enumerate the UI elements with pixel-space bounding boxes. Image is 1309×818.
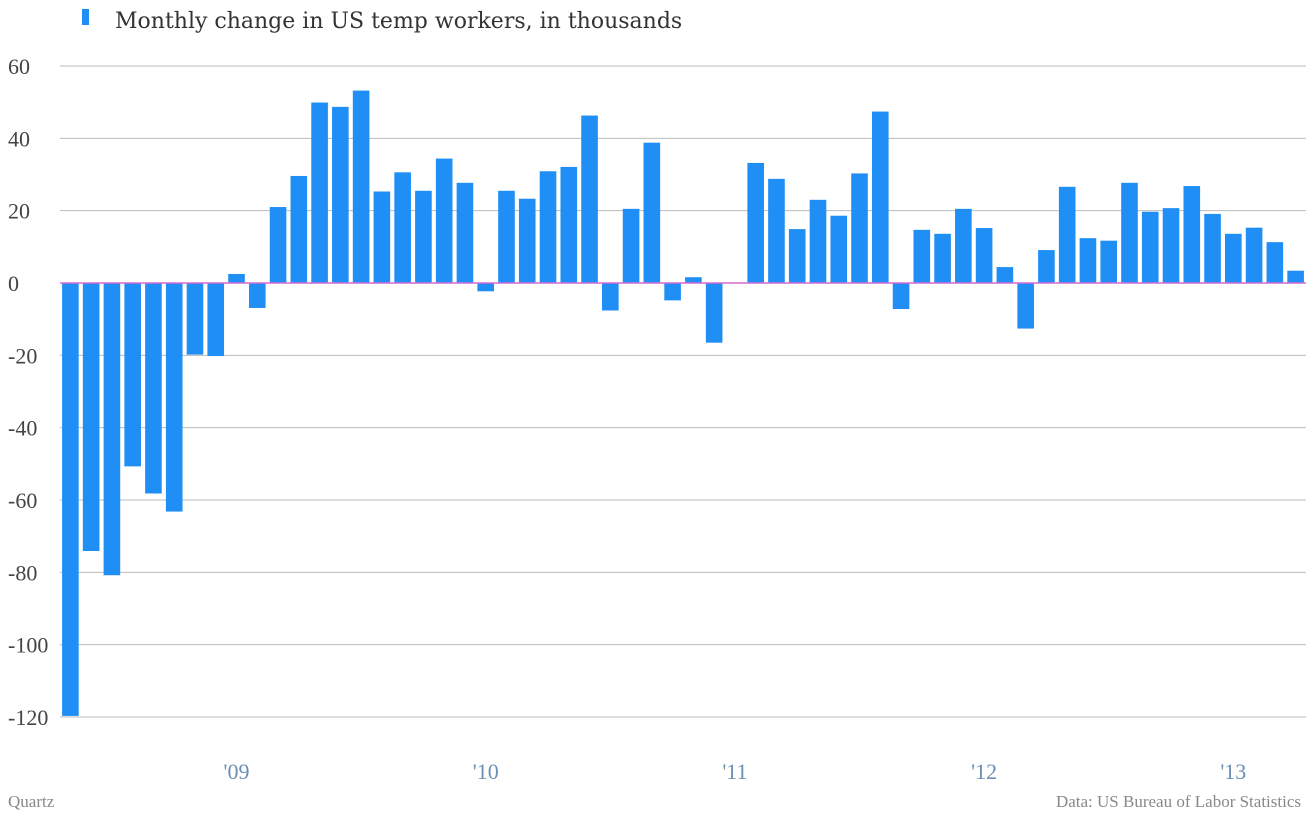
- bar: [1245, 227, 1263, 283]
- bar: [975, 228, 993, 283]
- grid-lines: [60, 65, 1306, 718]
- footer-credit: Quartz: [8, 792, 55, 811]
- bar: [415, 190, 432, 283]
- bar: [165, 283, 183, 512]
- y-tick-label: -40: [8, 416, 37, 441]
- legend-label: Monthly change in US temp workers, in th…: [115, 8, 683, 34]
- x-tick-label: '12: [971, 759, 997, 784]
- bar: [456, 182, 474, 283]
- bar: [913, 229, 931, 283]
- x-tick-label: '10: [473, 759, 499, 784]
- bar: [62, 283, 79, 716]
- x-axis-ticks: '09 '10 '11 '12 '13: [224, 759, 1247, 784]
- bar: [1162, 208, 1180, 283]
- y-tick-label: 60: [8, 54, 30, 79]
- bar: [643, 142, 661, 283]
- y-tick-label: 40: [8, 126, 30, 151]
- bar: [705, 283, 723, 343]
- bar: [394, 172, 411, 283]
- bar: [518, 198, 536, 283]
- bar: [622, 208, 640, 283]
- bar: [373, 191, 391, 283]
- bar: [539, 171, 557, 283]
- bar: [145, 283, 162, 494]
- bar: [207, 283, 225, 357]
- y-tick-label: 20: [8, 199, 30, 224]
- y-tick-label: -100: [8, 633, 48, 658]
- x-tick-label: '13: [1220, 759, 1246, 784]
- legend-swatch-icon: [82, 9, 89, 25]
- bar: [560, 166, 578, 283]
- bar: [581, 115, 598, 283]
- bar: [851, 173, 868, 283]
- y-tick-label: -80: [8, 560, 37, 585]
- bar: [332, 106, 349, 284]
- bar: [788, 229, 806, 283]
- bar: [1287, 270, 1304, 283]
- bar: [1266, 242, 1284, 283]
- x-tick-label: '11: [722, 759, 747, 784]
- bar: [498, 190, 515, 283]
- bar: [768, 178, 785, 283]
- y-tick-label: 0: [8, 271, 19, 296]
- bar: [664, 283, 681, 301]
- bar: [1038, 250, 1055, 283]
- bar: [685, 277, 702, 283]
- bar: [1058, 186, 1076, 283]
- bar: [82, 283, 100, 551]
- bar: [934, 233, 951, 283]
- bar: [996, 267, 1014, 283]
- bar: [1121, 182, 1138, 283]
- bar: [602, 283, 619, 311]
- y-tick-label: -120: [8, 705, 48, 730]
- bar: [1079, 238, 1097, 283]
- y-tick-label: -20: [8, 343, 37, 368]
- bar: [311, 102, 328, 283]
- bar: [186, 283, 204, 355]
- bar: [1204, 213, 1221, 283]
- bar: [290, 175, 308, 283]
- legend: Monthly change in US temp workers, in th…: [82, 6, 682, 36]
- bar: [955, 208, 972, 283]
- bar: [477, 283, 495, 292]
- bar: [124, 283, 141, 467]
- footer-source: Data: US Bureau of Labor Statistics: [1055, 792, 1301, 811]
- bar: [1017, 283, 1034, 329]
- bar: [103, 283, 121, 576]
- bar: [830, 215, 848, 283]
- bars: [62, 90, 1304, 716]
- bar: [747, 162, 764, 283]
- x-tick-label: '09: [224, 759, 250, 784]
- bar: [228, 273, 245, 283]
- bar: [871, 111, 889, 283]
- bar: [269, 207, 287, 283]
- y-tick-label: -60: [8, 488, 37, 513]
- bar: [248, 283, 266, 308]
- bar: [1183, 186, 1201, 283]
- bar: [1141, 211, 1159, 283]
- bar: [435, 158, 453, 283]
- bar: [892, 283, 910, 310]
- bar: [1100, 240, 1118, 283]
- bar: [1225, 233, 1242, 283]
- bar: [809, 199, 827, 283]
- bar: [352, 90, 370, 283]
- y-axis-ticks: 60 40 20 0 -20 -40 -60 -80 -100 -120: [8, 54, 48, 730]
